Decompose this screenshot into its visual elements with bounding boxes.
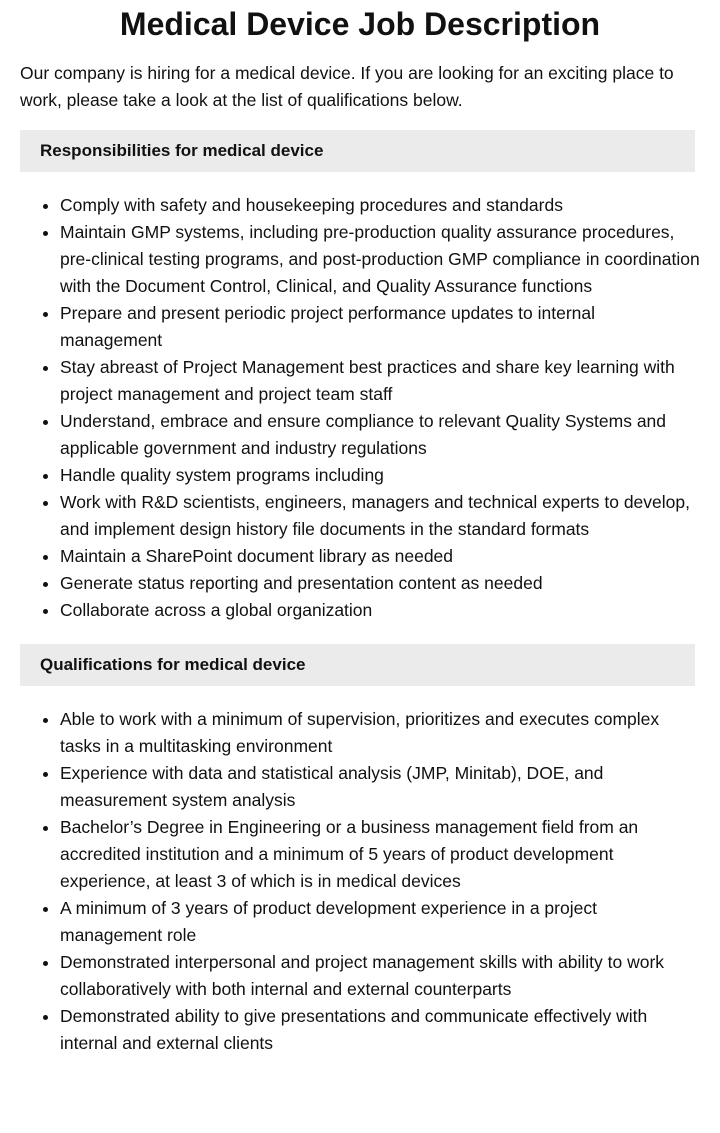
responsibilities-heading: Responsibilities for medical device — [20, 130, 695, 172]
list-item: A minimum of 3 years of product developm… — [60, 895, 700, 949]
list-item: Maintain a SharePoint document library a… — [60, 543, 700, 570]
qualifications-list: Able to work with a minimum of supervisi… — [20, 706, 700, 1057]
list-item: Able to work with a minimum of supervisi… — [60, 706, 700, 760]
list-item: Prepare and present periodic project per… — [60, 300, 700, 354]
qualifications-heading: Qualifications for medical device — [20, 644, 695, 686]
list-item: Demonstrated ability to give presentatio… — [60, 1003, 700, 1057]
list-item: Generate status reporting and presentati… — [60, 570, 700, 597]
list-item: Work with R&D scientists, engineers, man… — [60, 489, 700, 543]
page-title: Medical Device Job Description — [119, 6, 601, 42]
list-item: Stay abreast of Project Management best … — [60, 354, 700, 408]
responsibilities-list: Comply with safety and housekeeping proc… — [20, 192, 700, 624]
list-item: Bachelor’s Degree in Engineering or a bu… — [60, 814, 700, 895]
list-item: Collaborate across a global organization — [60, 597, 700, 624]
intro-text: Our company is hiring for a medical devi… — [20, 63, 674, 110]
list-item: Comply with safety and housekeeping proc… — [60, 192, 700, 219]
list-item: Understand, embrace and ensure complianc… — [60, 408, 700, 462]
list-item: Handle quality system programs including — [60, 462, 700, 489]
list-item: Maintain GMP systems, including pre-prod… — [60, 219, 700, 300]
list-item: Experience with data and statistical ana… — [60, 760, 700, 814]
list-item: Demonstrated interpersonal and project m… — [60, 949, 700, 1003]
